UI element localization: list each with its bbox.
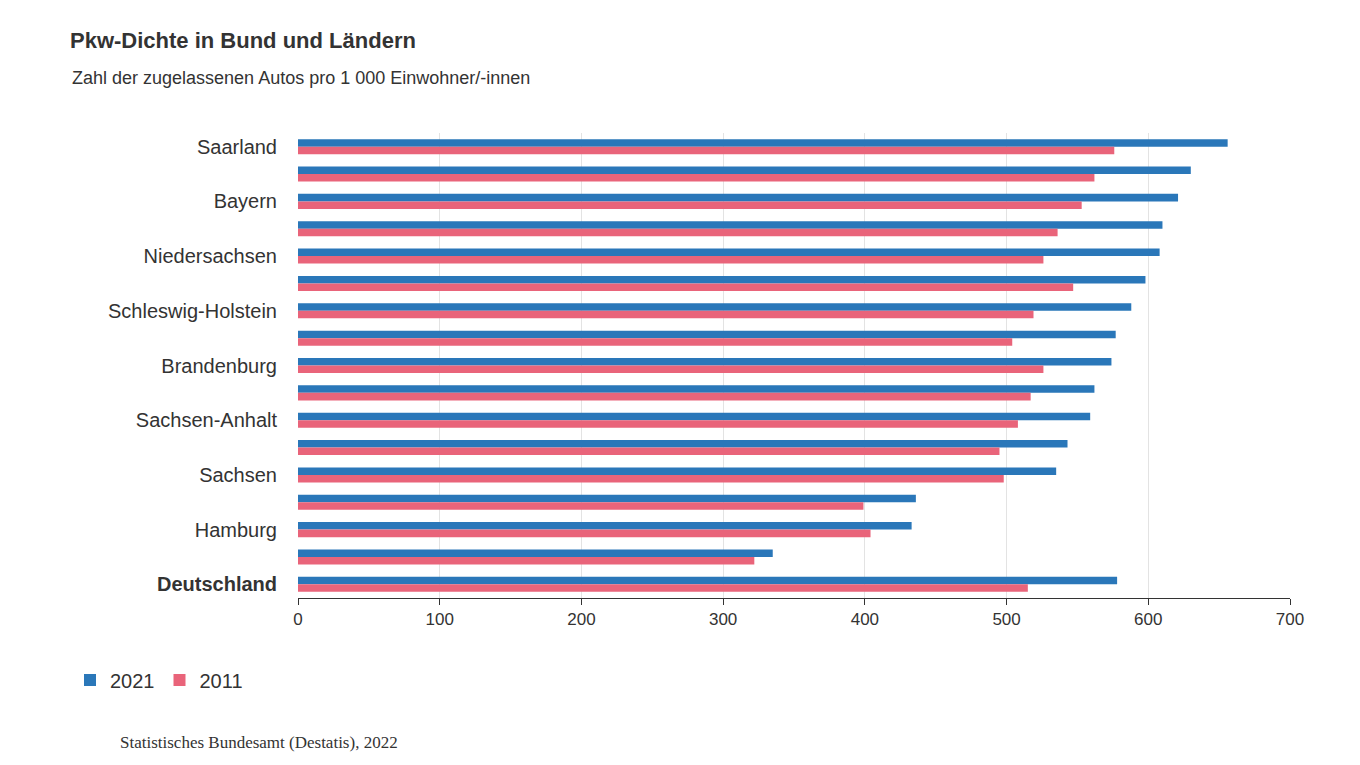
svg-text:Brandenburg: Brandenburg: [161, 355, 277, 377]
svg-text:200: 200: [567, 610, 595, 629]
svg-text:Pkw-Dichte in Bund und Ländern: Pkw-Dichte in Bund und Ländern: [70, 28, 416, 53]
svg-text:2021: 2021: [110, 670, 155, 692]
svg-text:0: 0: [293, 610, 302, 629]
svg-text:Saarland: Saarland: [197, 136, 277, 158]
svg-text:600: 600: [1134, 610, 1162, 629]
svg-text:500: 500: [992, 610, 1020, 629]
svg-text:Sachsen-Anhalt: Sachsen-Anhalt: [136, 409, 278, 431]
svg-text:Deutschland: Deutschland: [157, 573, 277, 595]
svg-text:Bayern: Bayern: [214, 190, 277, 212]
svg-text:Statistisches Bundesamt (Desta: Statistisches Bundesamt (Destatis), 2022: [120, 733, 398, 752]
svg-text:Niedersachsen: Niedersachsen: [144, 245, 277, 267]
svg-text:400: 400: [851, 610, 879, 629]
svg-text:100: 100: [426, 610, 454, 629]
svg-text:2011: 2011: [200, 670, 243, 692]
svg-text:300: 300: [709, 610, 737, 629]
svg-text:Sachsen: Sachsen: [199, 464, 277, 486]
svg-text:Zahl der zugelassenen Autos pr: Zahl der zugelassenen Autos pro 1 000 Ei…: [72, 68, 530, 88]
svg-text:Schleswig-Holstein: Schleswig-Holstein: [108, 300, 277, 322]
svg-text:Hamburg: Hamburg: [195, 519, 277, 541]
svg-text:700: 700: [1276, 610, 1304, 629]
